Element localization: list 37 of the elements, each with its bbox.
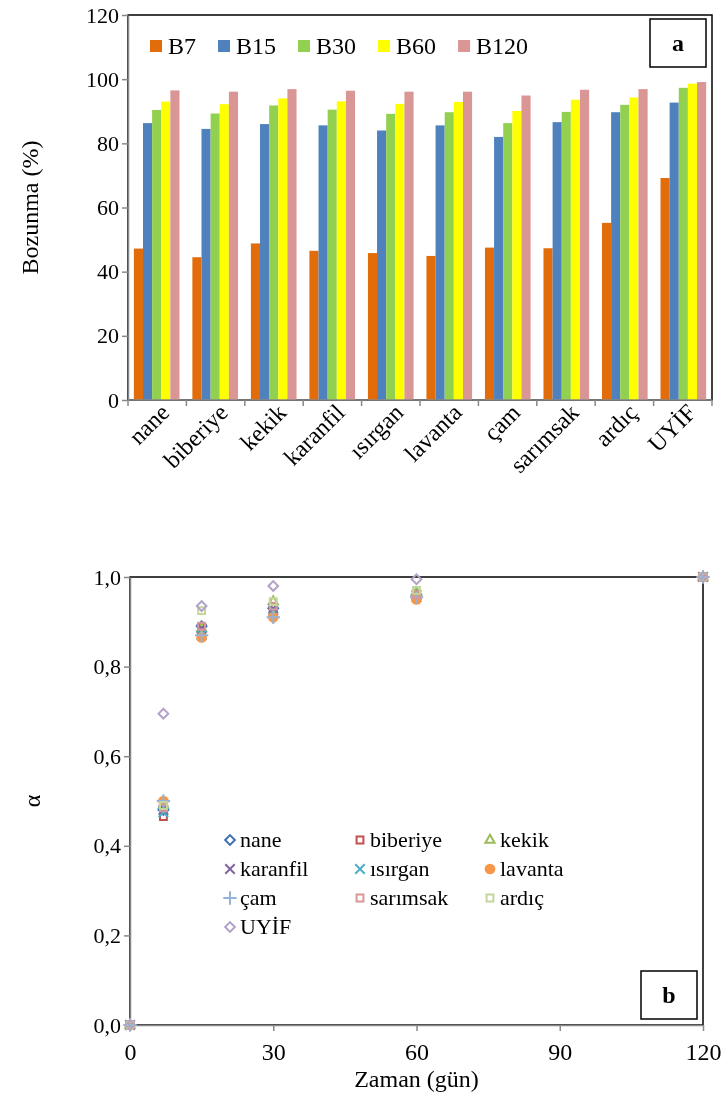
legend-label: kekik	[500, 827, 549, 852]
legend-label: biberiye	[370, 827, 443, 852]
legend-label: B15	[236, 33, 277, 59]
y-tick-label: 20	[97, 323, 119, 349]
x-axis-title: Zaman (gün)	[354, 1066, 479, 1092]
legend-label: lavanta	[500, 856, 564, 881]
x-tick-label: 30	[261, 1039, 286, 1066]
y-tick-label: 1,0	[93, 564, 121, 590]
y-tick-label: 0,0	[93, 1012, 121, 1038]
y-tick-label: 0,4	[93, 833, 121, 859]
y-axis-title: Bozunma (%)	[17, 140, 43, 275]
x-tick-label: ardıç	[590, 399, 643, 452]
legend-label: karanfil	[240, 856, 309, 881]
x-tick-label: 60	[405, 1039, 429, 1066]
legend-label: B120	[476, 33, 529, 59]
y-tick-label: 0,8	[93, 654, 121, 680]
legend-label: sarımsak	[370, 885, 449, 910]
x-tick-label: 90	[548, 1039, 573, 1066]
legend-label: B7	[168, 33, 197, 59]
x-tick-label: 120	[685, 1039, 722, 1066]
y-tick-label: 0,6	[93, 743, 121, 769]
legend-label: çam	[240, 885, 277, 910]
y-tick-label: 60	[97, 195, 119, 221]
legend-label: UYİF	[240, 914, 292, 939]
legend-label: ısırgan	[370, 856, 430, 881]
legend-label: nane	[240, 827, 282, 852]
y-tick-label: 80	[97, 130, 119, 156]
annotation: b	[662, 982, 676, 1008]
y-tick-label: 40	[97, 259, 119, 285]
y-axis-title: α	[19, 794, 45, 808]
legend-label: B30	[316, 33, 357, 59]
y-tick-label: 100	[86, 66, 119, 92]
legend-label: ardıç	[500, 885, 545, 910]
annotation: a	[672, 30, 684, 56]
y-tick-label: 120	[86, 2, 119, 28]
y-tick-label: 0,2	[93, 922, 121, 948]
legend-label: B60	[396, 33, 437, 59]
